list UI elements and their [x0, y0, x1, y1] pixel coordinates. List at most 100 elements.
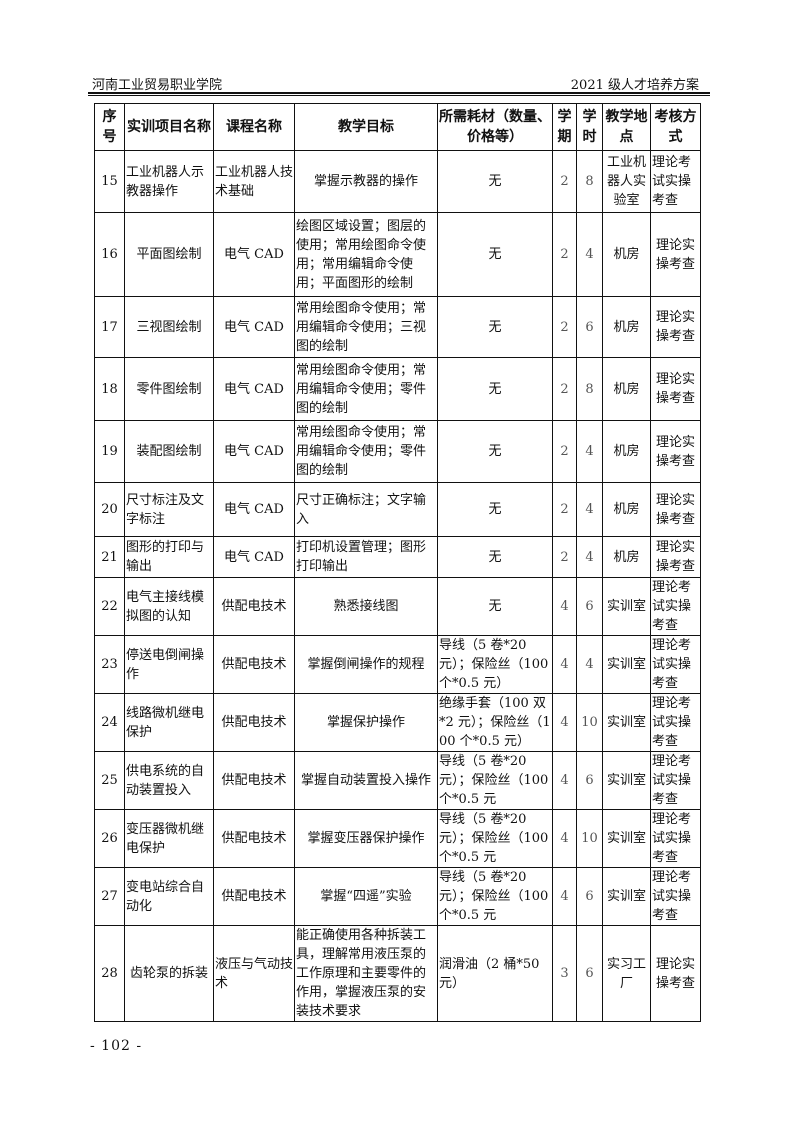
cell-project-name: 三视图绘制 [124, 296, 214, 358]
cell-assessment: 理论实操考查 [650, 212, 701, 297]
cell-project-name: 线路微机继电保护 [124, 693, 214, 752]
table-header-row: 序号 实训项目名称 课程名称 教学目标 所需耗材（数量、价格等） 学期 学时 教学地点 考核方式 [94, 103, 701, 151]
cell-course-name: 供配电技术 [213, 867, 295, 926]
cell-semester: 2 [552, 212, 577, 297]
table-row: 22 电气主接线模拟图的认知 供配电技术 熟悉接线图无 4 6 实训室 理论考试实操考查 [94, 577, 701, 636]
cell-location: 实训室 [602, 577, 651, 636]
cell-assessment: 理论考试实操考查 [650, 809, 701, 868]
table-row: 21 图形的打印与输出 电气 CAD 打印机设置管理；图形打印输出无 2 4 机房 理论实操考… [94, 536, 701, 578]
cell-location: 实训室 [602, 809, 651, 868]
column-header-hours: 学时 [576, 103, 603, 151]
cell-course-name: 电气 CAD [213, 420, 295, 483]
cell-seq: 27 [94, 867, 125, 926]
cell-teaching-goal: 掌握“四遥”实验 [294, 867, 438, 926]
cell-project-name: 变压器微机继电保护 [124, 809, 214, 868]
cell-course-name: 液压与气动技术 [213, 925, 295, 1022]
cell-project-name: 装配图绘制 [124, 420, 214, 483]
cell-semester: 2 [552, 296, 577, 358]
cell-project-name: 平面图绘制 [124, 212, 214, 297]
cell-seq: 15 [94, 150, 125, 213]
cell-project-name: 图形的打印与输出 [124, 536, 214, 578]
cell-consumables: 绝缘手套（100 双*2 元）；保险丝（100 个*0.5 元） [437, 693, 553, 752]
header-institution: 河南工业贸易职业学院 [92, 78, 223, 93]
cell-seq: 22 [94, 577, 125, 636]
cell-consumables: 无 [437, 296, 553, 358]
cell-assessment: 理论实操考查 [650, 357, 701, 421]
cell-course-name: 电气 CAD [213, 482, 295, 537]
cell-teaching-goal: 掌握保护操作 [294, 693, 438, 752]
cell-location: 实训室 [602, 693, 651, 752]
cell-course-name: 工业机器人技术基础 [213, 150, 295, 213]
cell-consumables: 无 [437, 357, 553, 421]
cell-semester: 2 [552, 482, 577, 537]
training-projects-table: 序号 实训项目名称 课程名称 教学目标 所需耗材（数量、价格等） 学期 学时 教学地点 考核方式… [94, 103, 701, 1022]
cell-consumables: 导线（5 卷*20 元）；保险丝（100 个*0.5 元 [437, 867, 553, 926]
cell-semester: 4 [552, 751, 577, 810]
cell-assessment: 理论实操考查 [650, 536, 701, 578]
table-row: 17 三视图绘制 电气 CAD 常用绘图命令使用；常用编辑命令使用；三视图的绘制无 2 6… [94, 296, 701, 358]
cell-hours: 4 [576, 482, 603, 537]
cell-semester: 2 [552, 420, 577, 483]
cell-location: 实训室 [602, 751, 651, 810]
cell-teaching-goal: 掌握示教器的操作 [294, 150, 438, 213]
cell-location: 实训室 [602, 867, 651, 926]
column-header-semester: 学期 [552, 103, 577, 151]
cell-semester: 2 [552, 150, 577, 213]
cell-seq: 20 [94, 482, 125, 537]
table-row: 19 装配图绘制 电气 CAD 常用绘图命令使用；常用编辑命令使用；零件图的绘制无 2 4… [94, 420, 701, 483]
cell-course-name: 供配电技术 [213, 577, 295, 636]
cell-location: 机房 [602, 482, 651, 537]
cell-assessment: 理论考试实操考查 [650, 577, 701, 636]
cell-semester: 2 [552, 357, 577, 421]
column-header-teaching-goal: 教学目标 [294, 103, 438, 151]
cell-project-name: 尺寸标注及文字标注 [124, 482, 214, 537]
cell-project-name: 工业机器人示教器操作 [124, 150, 214, 213]
cell-consumables: 无 [437, 420, 553, 483]
cell-location: 机房 [602, 296, 651, 358]
cell-semester: 3 [552, 925, 577, 1022]
page-number: - 102 - [90, 1038, 143, 1054]
cell-hours: 4 [576, 635, 603, 694]
cell-semester: 4 [552, 693, 577, 752]
cell-teaching-goal: 打印机设置管理；图形打印输出 [294, 536, 438, 578]
cell-seq: 28 [94, 925, 125, 1022]
table-row: 25 供电系统的自动装置投入 供配电技术 掌握自动装置投入操作 导线（5 卷*20 元）… [94, 751, 701, 810]
cell-hours: 6 [576, 577, 603, 636]
cell-hours: 4 [576, 212, 603, 297]
cell-hours: 10 [576, 693, 603, 752]
cell-course-name: 电气 CAD [213, 212, 295, 297]
cell-teaching-goal: 掌握倒闸操作的规程 [294, 635, 438, 694]
table-row: 24 线路微机继电保护 供配电技术 掌握保护操作 绝缘手套（100 双*2 元）；保险丝… [94, 693, 701, 752]
cell-project-name: 停送电倒闸操作 [124, 635, 214, 694]
table-row: 15 工业机器人示教器操作 工业机器人技术基础 掌握示教器的操作无 2 8 工业机器人实验室… [94, 150, 701, 213]
cell-project-name: 供电系统的自动装置投入 [124, 751, 214, 810]
cell-consumables: 无 [437, 482, 553, 537]
cell-assessment: 理论考试实操考查 [650, 150, 701, 213]
cell-location: 机房 [602, 420, 651, 483]
cell-location: 工业机器人实验室 [602, 150, 651, 213]
cell-seq: 23 [94, 635, 125, 694]
cell-teaching-goal: 绘图区域设置；图层的使用；常用绘图命令使用；常用编辑命令使用；平面图形的绘制 [294, 212, 438, 297]
cell-seq: 16 [94, 212, 125, 297]
cell-location: 实训室 [602, 635, 651, 694]
cell-teaching-goal: 掌握自动装置投入操作 [294, 751, 438, 810]
cell-hours: 4 [576, 536, 603, 578]
cell-consumables: 无 [437, 212, 553, 297]
cell-assessment: 理论考试实操考查 [650, 693, 701, 752]
column-header-project-name: 实训项目名称 [124, 103, 214, 151]
cell-location: 机房 [602, 536, 651, 578]
cell-hours: 8 [576, 357, 603, 421]
cell-teaching-goal: 熟悉接线图 [294, 577, 438, 636]
cell-hours: 6 [576, 751, 603, 810]
cell-seq: 18 [94, 357, 125, 421]
table-row: 27 变电站综合自动化 供配电技术 掌握“四遥”实验 导线（5 卷*20 元）；保险丝（… [94, 867, 701, 926]
cell-course-name: 电气 CAD [213, 536, 295, 578]
cell-location: 机房 [602, 212, 651, 297]
column-header-seq: 序号 [94, 103, 125, 151]
cell-teaching-goal: 掌握变压器保护操作 [294, 809, 438, 868]
cell-course-name: 电气 CAD [213, 357, 295, 421]
cell-course-name: 供配电技术 [213, 809, 295, 868]
cell-assessment: 理论考试实操考查 [650, 867, 701, 926]
cell-semester: 4 [552, 867, 577, 926]
table-row: 20 尺寸标注及文字标注 电气 CAD 尺寸正确标注；文字输入无 2 4 机房 理论实操考查 [94, 482, 701, 537]
